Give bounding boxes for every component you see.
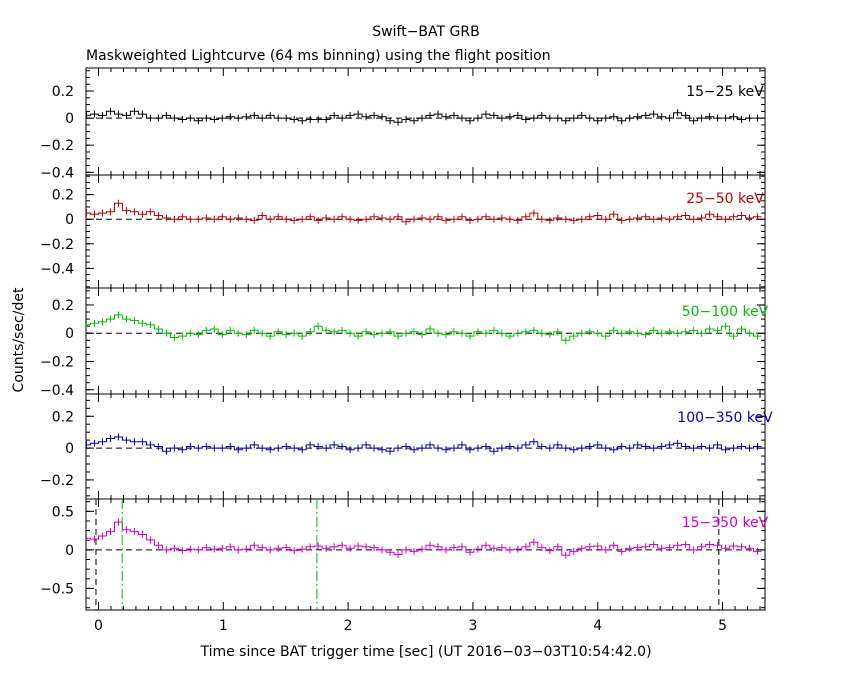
series-line	[86, 110, 762, 123]
panel-3: 0.2 0 −0.2 100−350 keV	[40, 393, 773, 500]
y-tick-label: 0.5	[52, 504, 74, 520]
x-tick-label: 4	[593, 618, 602, 634]
y-tick-label: −0.2	[40, 237, 74, 253]
panel-0: 0.2 0 −0.2 −0.4 15−25 keV	[40, 67, 766, 181]
x-tick-label: 3	[468, 618, 477, 634]
series-line	[86, 436, 762, 452]
panel-2: 0.2 0 −0.2 −0.4 50−100 keV	[40, 287, 769, 399]
series-line	[86, 202, 762, 223]
panel-frame	[85, 174, 766, 289]
y-tick-label: 0.2	[52, 298, 74, 314]
energy-band-label: 50−100 keV	[682, 304, 769, 320]
y-tick-label: −0.2	[40, 138, 74, 154]
x-tick-label: 1	[219, 618, 228, 634]
x-axis-label: Time since BAT trigger time [sec] (UT 20…	[199, 644, 651, 660]
y-tick-label: 0	[65, 212, 74, 228]
panel-frame	[85, 67, 766, 176]
chart-subtitle: Maskweighted Lightcurve (64 ms binning) …	[86, 48, 551, 64]
x-tick-label: 5	[718, 618, 727, 634]
y-axis-label: Counts/sec/det	[11, 287, 27, 392]
energy-band-label: 25−50 keV	[686, 191, 764, 207]
y-tick-label: −0.2	[40, 354, 74, 370]
y-tick-label: 0	[65, 441, 74, 457]
y-tick-label: −0.2	[40, 473, 74, 489]
y-tick-label: 0	[65, 111, 74, 127]
energy-band-label: 15−25 keV	[686, 84, 764, 100]
x-tick-label: 2	[344, 618, 353, 634]
panel-1: 0.2 0 −0.2 −0.4 25−50 keV	[40, 174, 766, 289]
y-tick-label: −0.4	[40, 383, 74, 399]
y-tick-label: −0.4	[40, 261, 74, 277]
x-tick-label: 0	[94, 618, 103, 634]
y-tick-label: 0.2	[52, 188, 74, 204]
y-tick-label: 0	[65, 543, 74, 559]
series-line	[86, 314, 762, 341]
energy-band-label: 100−350 keV	[677, 410, 773, 426]
y-tick-label: −0.4	[40, 165, 74, 181]
y-tick-label: −0.5	[40, 581, 74, 597]
y-tick-label: 0.2	[52, 409, 74, 425]
panel-frame	[85, 498, 766, 611]
y-tick-label: 0.2	[52, 84, 74, 100]
chart-title: Swift−BAT GRB	[372, 24, 479, 40]
energy-band-label: 15−350 keV	[682, 515, 769, 531]
y-tick-label: 0	[65, 326, 74, 342]
panel-frame	[85, 287, 766, 395]
panel-4: 0.5 0 −0.5 15−350 keV	[40, 498, 769, 611]
panels-group: 0.2 0 −0.2 −0.4 15−25 keV 0.2 0 −0.2 −0.4 25−50 k…	[40, 67, 773, 634]
